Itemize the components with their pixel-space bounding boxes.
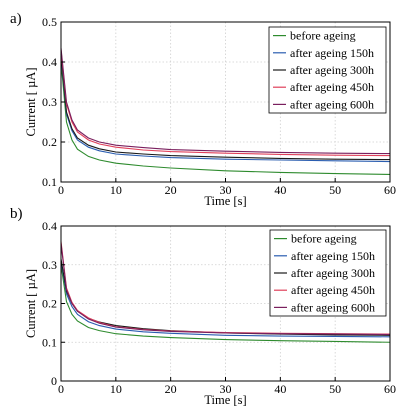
- x-tick-label: 0: [58, 382, 64, 396]
- x-tick-label: 0: [58, 183, 64, 197]
- y-tick-label: 0.1: [42, 175, 57, 189]
- series-line-4: [60, 243, 391, 336]
- y-tick-label: 0.4: [42, 219, 57, 233]
- y-tick-label: 0.5: [42, 15, 57, 29]
- legend-entry-3: after ageing 450h: [291, 283, 375, 297]
- x-tick-label: 40: [274, 382, 286, 396]
- chart-panel-a: a) 0 10 20 30 40 50 60 0.1 0.2 0.3 0.4 0.5 Time [s] Cu…: [10, 11, 396, 208]
- panel-label: a): [10, 11, 22, 27]
- x-tick-label: 10: [110, 382, 122, 396]
- legend-entry-0: before ageing: [290, 29, 356, 43]
- series-line-0: [60, 61, 391, 175]
- legend: before ageing after ageing 150h after agei…: [268, 26, 387, 114]
- series-line-3: [60, 49, 391, 157]
- y-tick-label: 0.4: [42, 55, 57, 69]
- x-tick-label: 30: [220, 382, 232, 396]
- x-tick-label: 50: [329, 382, 341, 396]
- x-tick-label: 40: [274, 183, 286, 197]
- y-tick-label: 0.2: [42, 135, 57, 149]
- series-line-1: [60, 55, 391, 163]
- x-axis-label: Time [s]: [204, 194, 246, 208]
- legend-entry-3: after ageing 450h: [290, 80, 374, 94]
- series-line-2: [60, 53, 391, 161]
- y-axis-label: Current [ µA]: [24, 269, 38, 338]
- x-tick-label: 10: [110, 183, 122, 197]
- legend-entry-0: before ageing: [291, 232, 357, 246]
- panel-label: b): [10, 206, 23, 222]
- legend-box: [268, 26, 387, 114]
- x-tick-label: 60: [384, 382, 396, 396]
- y-tick-label: 0.3: [42, 95, 57, 109]
- x-tick-label: 60: [384, 183, 396, 197]
- y-tick-label: 0.2: [42, 297, 57, 311]
- y-tick-label: 0.1: [42, 335, 57, 349]
- x-tick-label: 30: [220, 183, 232, 197]
- legend-box: [269, 229, 387, 317]
- legend-entry-1: after ageing 150h: [290, 46, 374, 60]
- chart-panel-b: b) 0 10 20 30 40 50 60 0 0.1 0.2 0.3 0.4 Time [s] Curr…: [10, 206, 396, 407]
- y-axis-label: Current [ µA]: [24, 68, 38, 137]
- y-tick-label: 0: [51, 374, 57, 388]
- x-tick-label: 20: [165, 183, 177, 197]
- series-line-1: [60, 260, 391, 338]
- legend-entry-1: after ageing 150h: [291, 249, 375, 263]
- y-tick-label: 0.3: [42, 258, 57, 272]
- legend-entry-2: after ageing 300h: [290, 63, 374, 77]
- series-line-0: [60, 264, 391, 343]
- legend-entry-4: after ageing 600h: [290, 97, 374, 111]
- legend: before ageing after ageing 150h after agei…: [269, 229, 387, 317]
- legend-entry-4: after ageing 600h: [291, 300, 375, 314]
- x-tick-label: 50: [329, 183, 341, 197]
- series-line-4: [60, 47, 391, 155]
- x-tick-label: 20: [165, 382, 177, 396]
- legend-entry-2: after ageing 300h: [291, 266, 375, 280]
- x-axis-label: Time [s]: [204, 393, 246, 407]
